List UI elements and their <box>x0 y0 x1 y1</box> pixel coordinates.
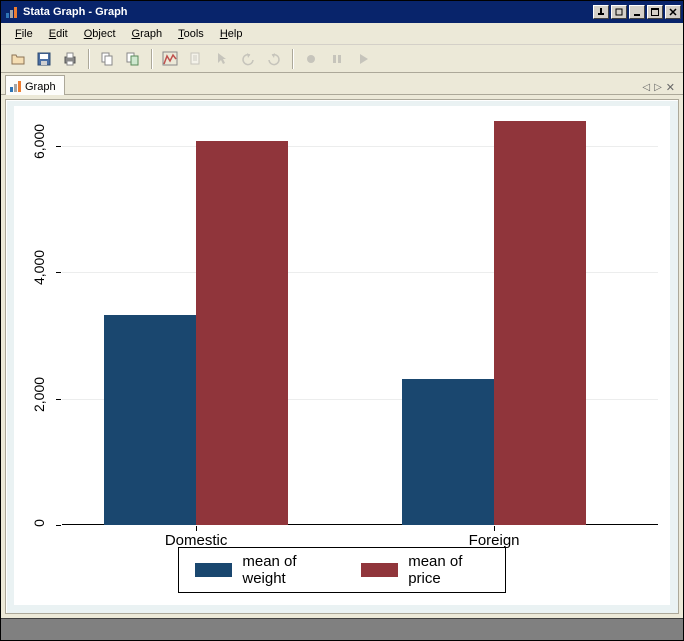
menu-help[interactable]: Help <box>212 26 251 42</box>
app-window: Stata Graph - Graph File Edit Object Gra… <box>0 0 684 641</box>
bar <box>494 121 586 525</box>
y-tick-label: 0 <box>31 508 47 538</box>
window-title: Stata Graph - Graph <box>23 6 591 18</box>
minimize-button[interactable] <box>629 5 645 19</box>
plot-area: 02,0004,0006,000DomesticForeign <box>62 114 658 525</box>
open-button[interactable] <box>7 48 29 70</box>
tab-next-icon[interactable]: ▷ <box>654 82 662 93</box>
toolbar-separator <box>88 49 89 69</box>
deselect-button[interactable] <box>185 48 207 70</box>
restore-alt-button[interactable] <box>611 5 627 19</box>
menubar: File Edit Object Graph Tools Help <box>1 23 683 45</box>
y-tick <box>56 399 61 400</box>
graph-frame: 02,0004,0006,000DomesticForeign mean of … <box>5 99 679 614</box>
menu-file[interactable]: File <box>7 26 41 42</box>
legend-swatch <box>195 563 232 577</box>
pointer-button[interactable] <box>211 48 233 70</box>
y-tick <box>56 525 61 526</box>
menu-edit[interactable]: Edit <box>41 26 76 42</box>
rename-button[interactable] <box>122 48 144 70</box>
pin-button[interactable] <box>593 5 609 19</box>
legend-label: mean of price <box>408 553 489 587</box>
print-button[interactable] <box>59 48 81 70</box>
bar-chart-icon <box>10 81 22 92</box>
tab-label: Graph <box>25 81 56 93</box>
tab-close-icon[interactable]: ✕ <box>666 81 675 94</box>
edit-graph-button[interactable] <box>159 48 181 70</box>
pause-button[interactable] <box>326 48 348 70</box>
plot-outer: 02,0004,0006,000DomesticForeign mean of … <box>14 106 670 605</box>
play-button[interactable] <box>352 48 374 70</box>
menu-graph[interactable]: Graph <box>124 26 171 42</box>
y-tick <box>56 146 61 147</box>
legend-swatch <box>361 563 398 577</box>
legend-label: mean of weight <box>242 553 333 587</box>
statusbar <box>1 618 683 640</box>
redo-button[interactable] <box>263 48 285 70</box>
bar <box>402 379 494 525</box>
record-button[interactable] <box>300 48 322 70</box>
bar <box>104 315 196 525</box>
menu-tools[interactable]: Tools <box>170 26 212 42</box>
window-controls <box>591 5 681 19</box>
y-tick-label: 6,000 <box>31 129 47 159</box>
x-tick <box>494 526 495 531</box>
toolbar <box>1 45 683 73</box>
x-tick <box>196 526 197 531</box>
y-tick-label: 4,000 <box>31 255 47 285</box>
close-button[interactable] <box>665 5 681 19</box>
y-tick <box>56 272 61 273</box>
legend: mean of weight mean of price <box>178 547 506 593</box>
toolbar-separator <box>151 49 152 69</box>
tab-prev-icon[interactable]: ◁ <box>642 82 650 93</box>
tab-graph[interactable]: Graph <box>5 75 65 95</box>
menu-object[interactable]: Object <box>76 26 124 42</box>
copy-button[interactable] <box>96 48 118 70</box>
legend-item: mean of weight <box>195 553 333 587</box>
maximize-button[interactable] <box>647 5 663 19</box>
tab-controls: ◁ ▷ ✕ <box>642 81 679 94</box>
app-icon <box>5 5 19 19</box>
tabstrip: Graph ◁ ▷ ✕ <box>1 73 683 95</box>
bar <box>196 141 288 525</box>
save-button[interactable] <box>33 48 55 70</box>
titlebar: Stata Graph - Graph <box>1 1 683 23</box>
y-tick-label: 2,000 <box>31 382 47 412</box>
toolbar-separator <box>292 49 293 69</box>
undo-button[interactable] <box>237 48 259 70</box>
legend-item: mean of price <box>361 553 489 587</box>
content-area: 02,0004,0006,000DomesticForeign mean of … <box>1 95 683 618</box>
